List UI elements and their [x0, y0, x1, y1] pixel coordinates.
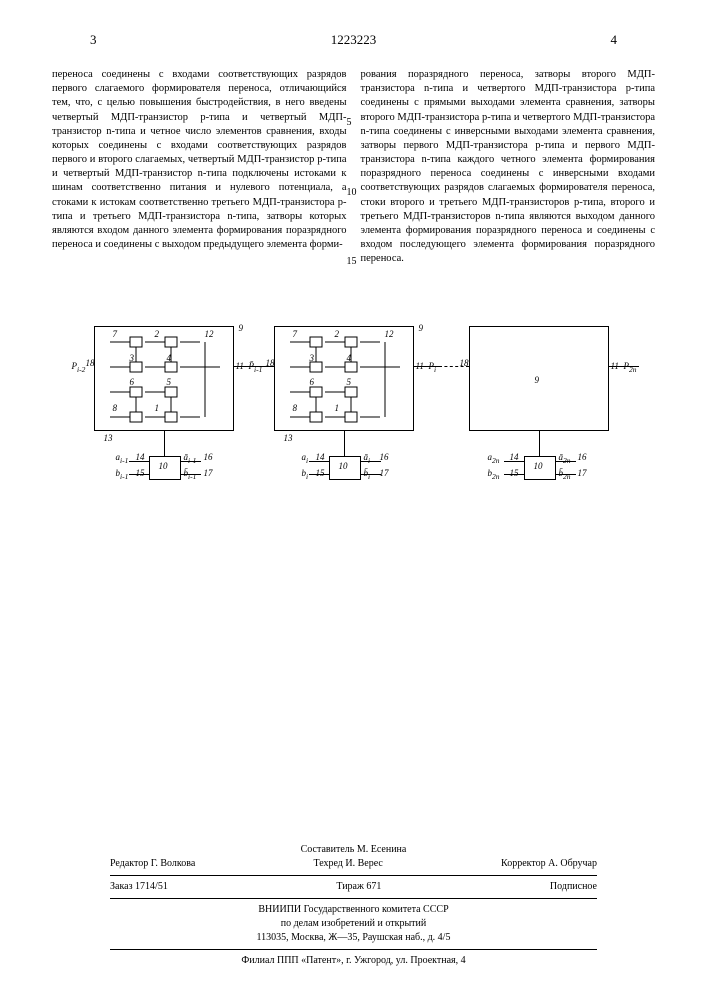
circuit-block-3: 9 [469, 326, 609, 431]
composer-line: Составитель М. Есенина [0, 843, 707, 857]
line-10: 10 [347, 186, 357, 200]
page-num-right: 4 [611, 32, 618, 48]
branch-line: Филиал ППП «Патент», г. Ужгород, ул. Про… [0, 954, 707, 968]
text-columns: переноса соединены с входами соответ­ств… [0, 60, 707, 266]
order-row: Заказ 1714/51 Тираж 671 Подписное [0, 880, 707, 894]
column-left-text: переноса соединены с входами соответ­ств… [52, 68, 347, 252]
credits-row: Редактор Г. Волкова Техред И. Верес Корр… [0, 857, 707, 871]
column-right-text: рования поразрядного переноса, затворы в… [361, 68, 656, 266]
circuit-block-2: 7 2 12 3 4 6 5 8 1 [274, 326, 414, 431]
line-15: 15 [347, 255, 357, 269]
footer: Составитель М. Есенина Редактор Г. Волко… [0, 843, 707, 968]
patent-number: 1223223 [331, 32, 377, 48]
page-header: 3 4 [0, 0, 707, 60]
org-line: ВНИИПИ Государственного комитета СССР по… [0, 903, 707, 945]
circuit-block-1: 7 2 12 3 4 6 5 8 1 [94, 326, 234, 431]
line-markers: 5 10 15 [347, 68, 357, 269]
column-right: 5 10 15 рования поразрядного переноса, з… [361, 68, 656, 266]
circuit-diagram: 7 2 12 3 4 6 5 8 1 9 Pi-2 18 11 P̄i-1 13… [74, 326, 634, 526]
column-left: переноса соединены с входами соответ­ств… [52, 68, 347, 266]
page-num-left: 3 [90, 32, 97, 48]
line-5: 5 [347, 116, 357, 130]
p-label: Pi-2 [72, 361, 86, 374]
